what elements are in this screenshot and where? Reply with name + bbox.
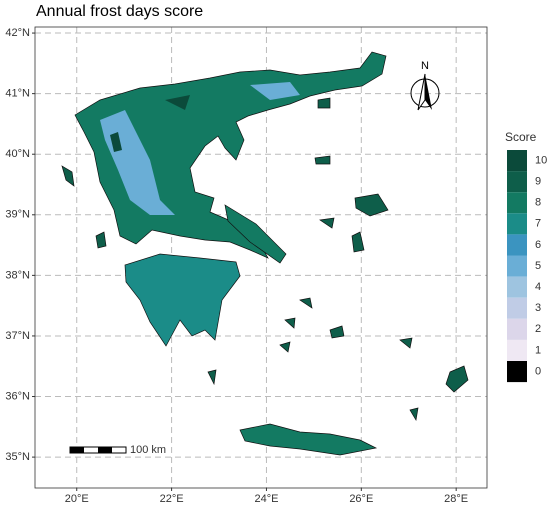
crete: [239, 423, 378, 456]
panel-border: [34, 26, 488, 489]
legend-label: 2: [535, 323, 541, 335]
legend-label: 8: [535, 197, 541, 209]
north-arrow: N: [410, 60, 440, 111]
x-tick-label: 22°E: [160, 493, 184, 505]
legend-label: 9: [535, 176, 541, 188]
legend-swatch: [507, 276, 527, 298]
y-tick-label: 40°N: [5, 148, 30, 160]
legend-swatch: [507, 361, 527, 383]
scale-bar-seg: [98, 447, 112, 453]
legend-swatch: [507, 213, 527, 235]
legend-label: 5: [535, 260, 541, 272]
evia: [224, 204, 287, 264]
legend-label: 6: [535, 239, 541, 251]
legend-label: 0: [535, 365, 541, 377]
scale-bar: 100 km: [69, 444, 166, 456]
y-tick-label: 36°N: [5, 390, 30, 402]
legend-label: 3: [535, 302, 541, 314]
mainland-peaks: [110, 95, 190, 152]
legend-title: Score: [505, 130, 537, 144]
x-tick-label: 24°E: [254, 493, 278, 505]
legend-label: 1: [535, 344, 541, 356]
x-tick-label: 20°E: [65, 493, 89, 505]
chios: [351, 231, 365, 253]
legend-swatch: [507, 234, 527, 256]
y-tick-label: 42°N: [5, 27, 30, 39]
thasos: [317, 97, 331, 109]
y-tick-label: 35°N: [5, 451, 30, 463]
rhodes: [445, 365, 469, 393]
y-tick-label: 41°N: [5, 88, 30, 100]
legend-swatch: [507, 339, 527, 361]
legend-label: 10: [535, 154, 547, 166]
north-label: N: [421, 60, 429, 72]
legend-swatch: [507, 318, 527, 340]
legend-swatch: [507, 171, 527, 193]
islands: [95, 155, 419, 421]
mainland-highlands: [100, 82, 300, 215]
legend-swatch: [507, 297, 527, 319]
corfu: [61, 165, 75, 187]
x-tick-label: 28°E: [444, 493, 468, 505]
legend-label: 7: [535, 218, 541, 230]
title: Annual frost days score: [36, 3, 203, 20]
scale-bar-label: 100 km: [130, 444, 166, 456]
legend-label: 4: [535, 281, 541, 293]
scale-bar-seg: [70, 447, 84, 453]
legend-swatch: [507, 255, 527, 277]
y-tick-label: 38°N: [5, 269, 30, 281]
legend-swatch: [507, 192, 527, 214]
legend-swatch: [507, 150, 527, 172]
x-tick-label: 26°E: [349, 493, 373, 505]
peloponnese: [124, 253, 241, 347]
land: [61, 51, 469, 456]
north-arrow-right: [425, 74, 432, 110]
y-tick-label: 39°N: [5, 209, 30, 221]
y-tick-label: 37°N: [5, 330, 30, 342]
lesvos: [354, 193, 389, 217]
